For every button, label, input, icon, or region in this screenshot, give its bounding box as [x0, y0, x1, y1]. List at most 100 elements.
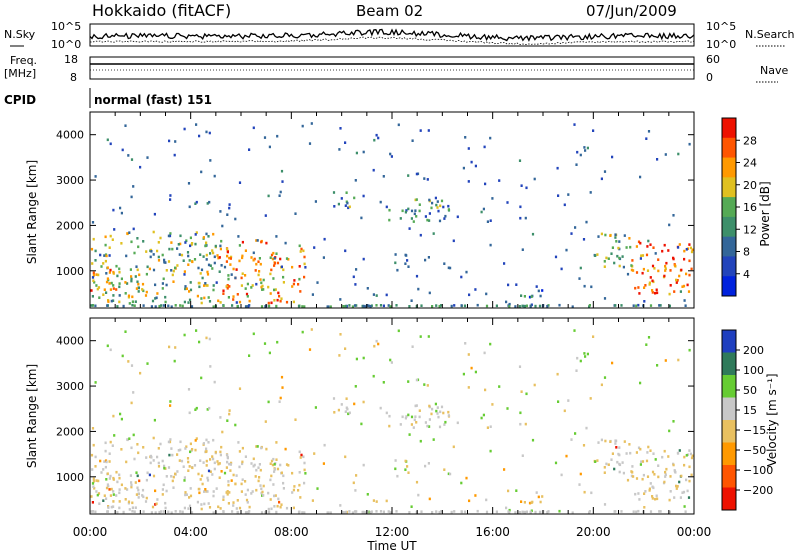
- velocity-echo-cell: [195, 329, 198, 332]
- power-echo-cell: [344, 204, 347, 207]
- power-echo-cell: [586, 146, 589, 150]
- power-echo-cell: [274, 288, 277, 291]
- power-echo-cell: [104, 259, 107, 263]
- velocity-echo-cell: [600, 383, 603, 387]
- power-echo-cell: [560, 267, 563, 271]
- power-echo-cell: [385, 293, 388, 297]
- velocity-echo-cell: [206, 479, 210, 482]
- power-echo-cell: [427, 256, 430, 259]
- velocity-echo-cell: [442, 411, 445, 415]
- power-echo-cell: [682, 284, 686, 288]
- velocity-echo-cell: [163, 464, 166, 468]
- velocity-echo-cell: [303, 461, 306, 465]
- power-echo-cell: [638, 292, 641, 295]
- velocity-echo-cell: [314, 406, 317, 409]
- power-echo-cell: [200, 268, 204, 272]
- power-echo-cell: [528, 295, 532, 299]
- velocity-echo-cell: [130, 401, 133, 405]
- nave-tick-bottom: 0: [706, 71, 713, 84]
- velocity-echo-cell: [105, 486, 109, 490]
- date-title: 07/Jun/2009: [586, 2, 677, 20]
- velocity-echo-cell: [688, 465, 691, 469]
- power-echo-cell: [514, 305, 517, 308]
- velocity-echo-cell: [535, 491, 538, 494]
- velocity-echo-cell: [212, 494, 215, 498]
- velocity-echo-cell: [137, 492, 140, 495]
- power-echo-cell: [345, 191, 348, 194]
- velocity-echo-cell: [205, 464, 208, 467]
- velocity-echo-cell: [316, 487, 319, 490]
- velocity-echo-cell: [228, 412, 231, 416]
- power-echo-cell: [294, 212, 297, 215]
- power-echo-cell: [228, 203, 231, 206]
- velocity-echo-cell: [299, 456, 302, 459]
- velocity-colorbar-swatch: [722, 420, 736, 443]
- velocity-echo-cell: [614, 510, 617, 513]
- power-echo-cell: [370, 304, 373, 307]
- power-echo-cell: [116, 274, 119, 278]
- velocity-echo-cell: [467, 353, 470, 356]
- velocity-colorbar-swatch: [722, 375, 736, 398]
- power-echo-cell: [575, 163, 578, 166]
- velocity-echo-cell: [424, 421, 427, 424]
- velocity-echo-cell: [642, 473, 645, 477]
- velocity-echo-cell: [97, 492, 101, 495]
- power-echo-cell: [150, 250, 153, 253]
- power-echo-cell: [611, 155, 614, 159]
- power-echo-cell: [133, 251, 136, 255]
- velocity-echo-cell: [582, 444, 586, 447]
- power-echo-cell: [187, 301, 190, 304]
- power-echo-cell: [462, 166, 465, 170]
- velocity-echo-cell: [176, 470, 179, 473]
- velocity-echo-cell: [677, 358, 680, 362]
- power-echo-cell: [124, 281, 127, 284]
- power-echo-cell: [643, 286, 646, 289]
- power-echo-cell: [222, 292, 225, 295]
- power-echo-cell: [208, 200, 211, 204]
- velocity-echo-cell: [145, 496, 148, 500]
- velocity-echo-cell: [282, 481, 285, 485]
- velocity-echo-cell: [399, 423, 402, 426]
- velocity-echo-cell: [170, 511, 173, 514]
- power-echo-cell: [302, 249, 305, 253]
- power-echo-cell: [385, 205, 388, 209]
- velocity-echo-cell: [366, 493, 369, 496]
- velocity-echo-cell: [676, 485, 679, 488]
- power-echo-cell: [489, 243, 492, 247]
- power-echo-cell: [661, 249, 664, 253]
- velocity-echo-cell: [685, 478, 688, 482]
- power-echo-cell: [565, 248, 568, 252]
- power-echo-cell: [209, 159, 212, 162]
- velocity-echo-cell: [265, 447, 268, 451]
- x-tick-label: 00:00: [677, 525, 712, 539]
- power-echo-cell: [622, 265, 625, 269]
- power-echo-cell: [617, 246, 620, 250]
- power-echo-cell: [113, 228, 116, 231]
- velocity-echo-cell: [348, 411, 351, 415]
- power-echo-cell: [337, 202, 340, 206]
- power-echo-cell: [397, 123, 400, 127]
- velocity-echo-cell: [109, 348, 112, 352]
- power-echo-cell: [185, 287, 188, 290]
- power-echo-cell: [643, 300, 646, 303]
- velocity-echo-cell: [272, 483, 275, 486]
- power-echo-cell: [603, 260, 606, 263]
- power-echo-cell: [92, 237, 95, 241]
- velocity-echo-cell: [105, 460, 108, 464]
- velocity-echo-cell: [218, 462, 221, 465]
- velocity-echo-cell: [443, 468, 446, 471]
- velocity-echo-cell: [394, 459, 397, 462]
- power-echo-cell: [468, 293, 471, 297]
- power-echo-cell: [245, 292, 249, 296]
- power-echo-cell: [130, 275, 133, 278]
- power-echo-cell: [438, 219, 442, 223]
- power-echo-cell: [648, 281, 651, 285]
- velocity-echo-cell: [153, 418, 156, 422]
- velocity-echo-cell: [279, 463, 282, 467]
- power-echo-cell: [197, 266, 200, 270]
- velocity-echo-cell: [176, 453, 179, 456]
- power-echo-cell: [611, 246, 614, 249]
- velocity-echo-cell: [207, 469, 211, 473]
- power-echo-cell: [387, 304, 390, 307]
